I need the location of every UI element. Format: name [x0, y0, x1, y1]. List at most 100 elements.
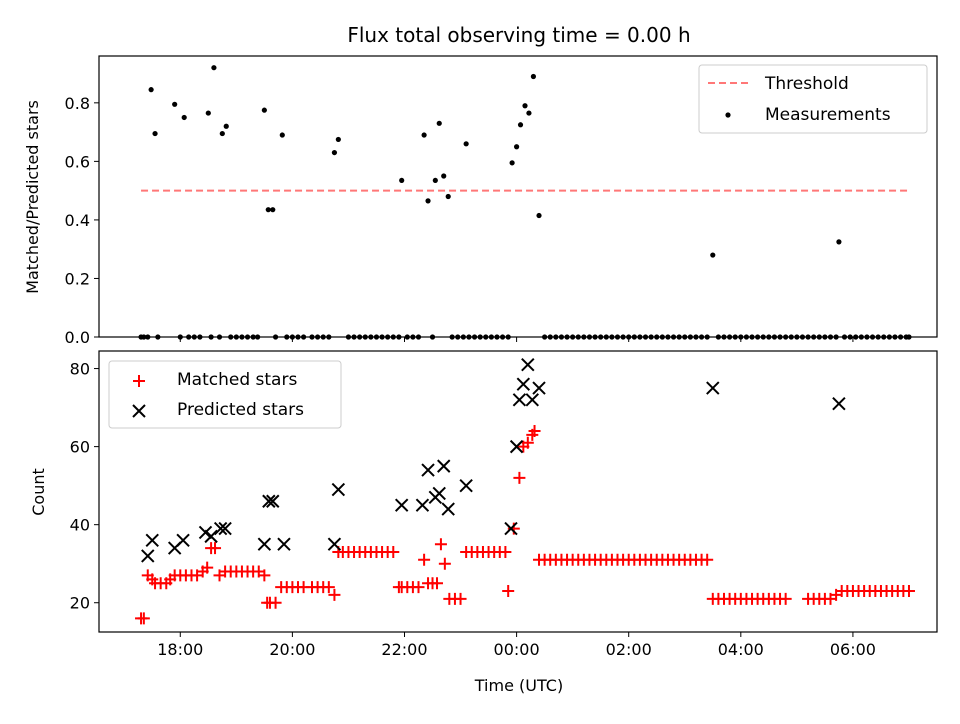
measurement-point — [152, 130, 158, 137]
top-panel: 0.00.20.40.60.8 Matched/Predicted stars … — [23, 55, 938, 347]
matched-star-point — [902, 585, 915, 598]
top-y-axis-label: Matched/Predicted stars — [23, 100, 42, 294]
predicted-star-point — [331, 482, 346, 497]
measurement-point — [261, 107, 267, 113]
measurement-point — [331, 149, 338, 156]
matched-star-point — [269, 596, 282, 609]
predicted-star-point — [204, 529, 218, 544]
predicted-star-point — [421, 463, 435, 477]
measurement-point — [436, 120, 442, 126]
measurement-point — [517, 122, 524, 128]
measurement-point — [432, 177, 438, 184]
matched-star-point — [322, 581, 335, 594]
y-tick-label: 80 — [70, 360, 90, 379]
measurement-point — [530, 73, 537, 80]
predicted-star-point — [218, 521, 232, 536]
bottom-axes: 20 40 60 80 18:00 20:00 22:00 00:00 02:00 04:00 06… — [70, 350, 938, 659]
matched-star-point — [434, 538, 447, 551]
measurement-point — [425, 198, 431, 204]
threshold-legend-label: Threshold — [764, 74, 849, 94]
x-axis-label: Time (UTC) — [474, 676, 563, 695]
matched-star-point — [328, 588, 341, 601]
predicted-star-point — [516, 377, 531, 391]
matched-star-point — [502, 585, 515, 598]
measurement-point — [526, 110, 532, 116]
y-tick-label: 0.6 — [65, 152, 90, 171]
predicted-star-point — [327, 537, 342, 551]
matched-star-point — [438, 557, 451, 570]
predicted-star-point — [504, 521, 518, 536]
measurement-point — [536, 212, 542, 219]
y-tick-label: 0.0 — [65, 328, 90, 347]
matched-star-point — [779, 592, 792, 605]
predicted-star-point — [521, 357, 535, 372]
x-tick-label: 20:00 — [269, 640, 315, 659]
matched-star-point — [258, 569, 271, 582]
bottom-legend: Matched stars Predicted stars — [108, 360, 342, 429]
bottom-panel: 20 40 60 80 18:00 20:00 22:00 00:00 02:00 04:00 06… — [29, 350, 938, 695]
plot-frame — [98, 55, 938, 338]
measurement-point — [445, 193, 451, 200]
x-tick-label: 04:00 — [718, 640, 764, 659]
measurement-point — [223, 123, 229, 129]
predicted-star-point — [266, 494, 280, 508]
matched-star-point — [431, 577, 444, 590]
bottom-legend-box — [108, 360, 342, 429]
y-tick-label: 40 — [70, 516, 90, 535]
predicted-stars-series — [141, 357, 846, 563]
predicted-star-point — [459, 478, 473, 493]
measurement-point — [181, 114, 187, 121]
y-tick-label: 20 — [70, 594, 90, 613]
matched-star-point — [418, 553, 431, 566]
measurement-point — [399, 177, 405, 184]
predicted-stars-legend-swatch — [132, 404, 146, 418]
measurement-point — [270, 207, 276, 213]
matched-star-point — [412, 581, 425, 594]
x-tick-label: 02:00 — [606, 640, 652, 659]
matched-star-point — [201, 561, 214, 574]
predicted-star-point — [213, 521, 228, 536]
matched-star-point — [521, 436, 534, 449]
measurement-point — [441, 173, 447, 179]
measurements-legend-label: Measurements — [765, 105, 891, 125]
matched-star-point — [209, 542, 222, 555]
x-tick-label: 00:00 — [494, 640, 540, 659]
matched-stars-series — [135, 425, 915, 625]
predicted-star-point — [532, 381, 546, 395]
measurement-point — [335, 136, 341, 143]
top-axes: 0.0 0.2 0.4 0.6 0.8 — [65, 55, 938, 347]
predicted-star-point — [141, 549, 155, 563]
predicted-stars-legend-label: Predicted stars — [177, 400, 304, 420]
x-tick-label: 06:00 — [830, 640, 876, 659]
predicted-star-point — [198, 525, 213, 540]
matched-star-point — [513, 471, 526, 484]
predicted-star-point — [176, 533, 190, 547]
predicted-star-point — [262, 494, 276, 508]
measurement-point — [513, 144, 520, 150]
predicted-star-point — [512, 393, 527, 407]
predicted-star-point — [277, 537, 291, 551]
measurement-point — [148, 87, 154, 93]
predicted-star-point — [832, 396, 846, 411]
matched-star-point — [454, 592, 467, 605]
matched-star-point — [701, 553, 714, 566]
x-tick-label: 22:00 — [381, 640, 427, 659]
top-legend: Threshold Measurements — [698, 64, 928, 134]
plot-frame — [98, 350, 938, 633]
predicted-star-point — [415, 498, 430, 512]
chart-title: Flux total observing time = 0.00 h — [347, 23, 690, 47]
matched-stars-legend-swatch — [133, 375, 145, 387]
predicted-star-point — [432, 486, 446, 501]
predicted-star-point — [394, 498, 409, 512]
measurement-point — [211, 65, 217, 71]
predicted-star-point — [257, 537, 272, 551]
matched-star-point — [387, 545, 400, 558]
measurement-point — [279, 132, 285, 138]
measurement-point — [836, 239, 842, 245]
measurement-point — [463, 141, 469, 147]
predicted-star-point — [437, 459, 451, 473]
predicted-star-point — [145, 533, 159, 547]
predicted-star-point — [525, 393, 540, 407]
predicted-star-point — [706, 381, 720, 395]
